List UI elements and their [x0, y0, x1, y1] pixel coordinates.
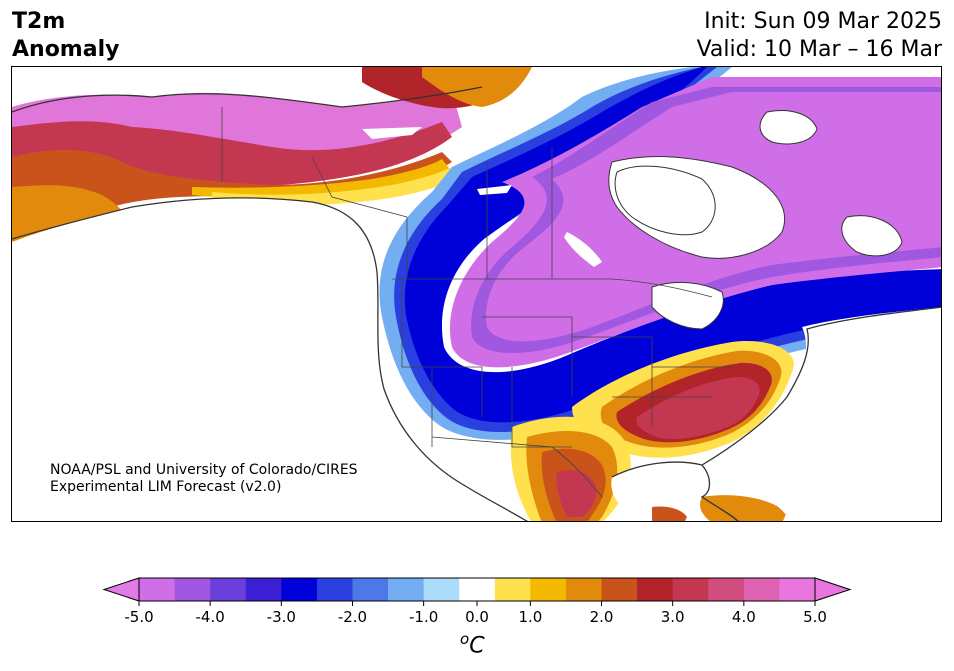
title-variable: T2m: [12, 9, 66, 34]
colorbar-bin: [174, 578, 211, 601]
init-date: Init: Sun 09 Mar 2025: [704, 9, 942, 34]
colorbar-bin: [316, 578, 353, 601]
colorbar-tick-label: 4.0: [732, 608, 756, 626]
colorbar-bin: [388, 578, 425, 601]
anomaly-map: NOAA/PSL and University of Colorado/CIRE…: [11, 66, 942, 522]
political-borders: [221, 107, 732, 498]
colorbar-bin: [779, 578, 816, 601]
colorbar-bin: [672, 578, 709, 601]
colorbar-bin: [352, 578, 389, 601]
valid-range: Valid: 10 Mar – 16 Mar: [696, 37, 942, 62]
colorbar-bin: [494, 578, 531, 601]
colorbar-bin: [565, 578, 603, 601]
credit-line-2: Experimental LIM Forecast (v2.0): [50, 479, 282, 495]
colorbar-tick-label: 3.0: [661, 608, 685, 626]
colorbar-bin: [743, 578, 780, 601]
credit-line-1: NOAA/PSL and University of Colorado/CIRE…: [50, 462, 358, 478]
colorbar-tick-label: -3.0: [267, 608, 296, 626]
unit-degree: o: [460, 630, 470, 648]
colorbar-bin: [601, 578, 638, 601]
colorbar-tick-label: -5.0: [124, 608, 153, 626]
colorbar-bin: [423, 578, 460, 601]
colorbar-tick-label: 2.0: [590, 608, 614, 626]
credit-text: NOAA/PSL and University of Colorado/CIRE…: [50, 462, 358, 496]
colorbar-bin: [210, 578, 247, 601]
colorbar-bin: [245, 578, 282, 601]
map-title: T2m Anomaly: [12, 8, 119, 64]
coastlines: [12, 86, 941, 521]
colorbar-extend-low: [102, 577, 140, 602]
colorbar-tick-label: 0.0: [465, 608, 489, 626]
forecast-dates: Init: Sun 09 Mar 2025 Valid: 10 Mar – 16…: [697, 8, 942, 64]
colorbar-bin: [637, 578, 674, 601]
gulf-of-mexico: [611, 462, 710, 507]
colorbar-bin: [530, 578, 567, 601]
title-subtitle: Anomaly: [12, 37, 120, 62]
colorbar-tick-label: -1.0: [409, 608, 438, 626]
colorbar-unit: oC: [460, 630, 485, 658]
colorbar-bin: [139, 578, 176, 601]
atlantic-ocean: [702, 307, 941, 521]
map-canvas: [12, 67, 941, 521]
colorbar-bin: [708, 578, 745, 601]
colorbar-tick-label: 1.0: [518, 608, 542, 626]
colorbar-tick-label: 5.0: [803, 608, 827, 626]
great-lakes: [651, 282, 724, 330]
colorbar-tick-label: -4.0: [196, 608, 225, 626]
colorbar-bin: [281, 578, 318, 601]
hudson-bay: [614, 165, 716, 236]
colorbar-bin: [459, 578, 496, 601]
pacific-ocean: [12, 197, 529, 521]
unit-letter: C: [469, 633, 485, 659]
colorbar-extend-high: [814, 577, 852, 602]
colorbar-tick-label: -2.0: [338, 608, 367, 626]
